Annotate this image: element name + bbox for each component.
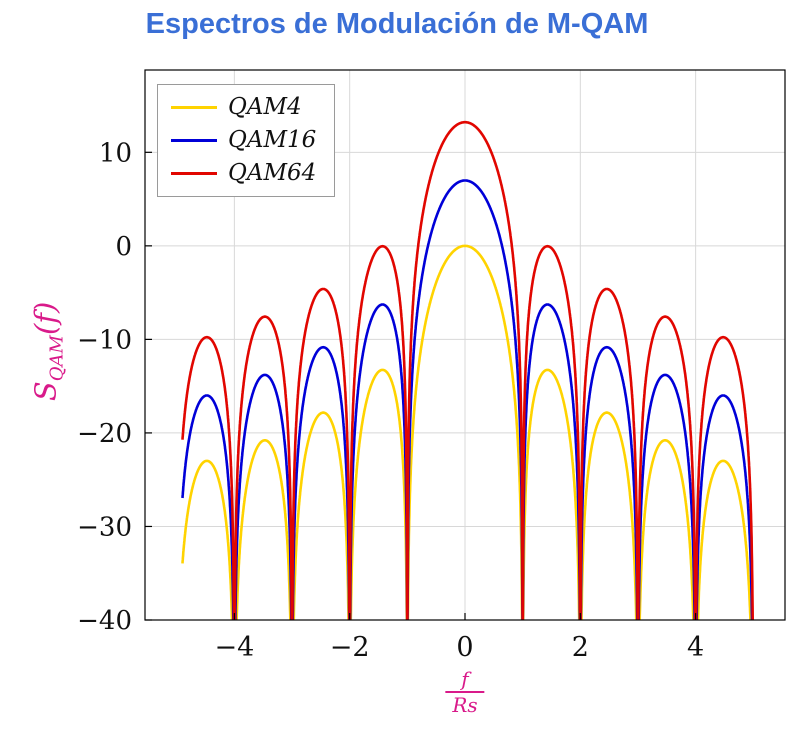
- x-tick-label: 2: [572, 632, 589, 663]
- legend-line-qam64: [171, 172, 217, 175]
- x-tick-label: −4: [214, 632, 254, 663]
- y-tick-label: −40: [77, 606, 132, 636]
- legend-entry: QAM4: [171, 96, 316, 119]
- curve-qam4: [181, 244, 755, 620]
- curve-qam16: [181, 179, 755, 620]
- y-tick-label: 0: [115, 232, 132, 262]
- x-tick-label: 0: [456, 632, 473, 663]
- y-tick-label: −30: [77, 512, 132, 542]
- x-tick-label: −2: [330, 632, 370, 663]
- x-tick-label: 4: [687, 632, 704, 663]
- curve-qam64: [181, 120, 755, 620]
- legend-label: QAM4: [228, 94, 302, 120]
- legend-entry: QAM64: [171, 162, 316, 185]
- legend-line-qam16: [171, 139, 217, 142]
- y-tick-label: 10: [99, 138, 132, 168]
- curves-group: [181, 120, 755, 620]
- legend-label: QAM64: [228, 160, 317, 186]
- legend: QAM4 QAM16 QAM64: [157, 84, 336, 197]
- y-tick-label: −20: [77, 419, 132, 449]
- x-axis-label: f Rs: [445, 667, 485, 718]
- legend-label: QAM16: [228, 127, 317, 153]
- x-axis-label-numerator: f: [461, 667, 469, 691]
- chart-title: Espectros de Modulación de M-QAM: [145, 8, 649, 40]
- legend-entry: QAM16: [171, 129, 316, 152]
- x-axis-label-denominator: Rs: [445, 691, 485, 718]
- legend-line-qam4: [171, 106, 217, 109]
- y-tick-label: −10: [77, 325, 132, 355]
